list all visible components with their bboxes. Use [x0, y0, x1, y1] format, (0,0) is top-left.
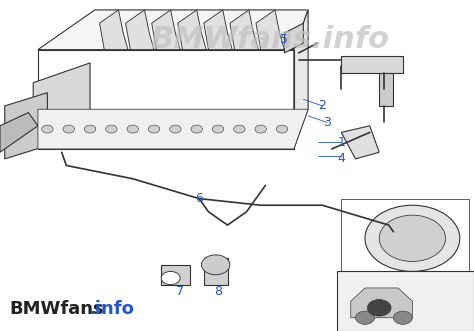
Text: 4: 4: [337, 152, 345, 166]
Text: 8: 8: [214, 285, 222, 298]
FancyBboxPatch shape: [337, 271, 474, 331]
Polygon shape: [341, 126, 379, 159]
Text: 6: 6: [195, 192, 203, 205]
Circle shape: [255, 125, 266, 133]
Polygon shape: [230, 10, 258, 50]
Circle shape: [161, 271, 180, 285]
Polygon shape: [126, 10, 154, 50]
Circle shape: [148, 125, 160, 133]
Text: BMWfans.info: BMWfans.info: [151, 25, 390, 54]
Text: BMWfans: BMWfans: [9, 300, 104, 318]
Circle shape: [367, 300, 391, 316]
Polygon shape: [5, 93, 47, 159]
Circle shape: [63, 125, 74, 133]
Text: 2: 2: [319, 99, 326, 113]
Text: 3: 3: [323, 116, 331, 129]
Circle shape: [42, 125, 53, 133]
Polygon shape: [204, 258, 228, 285]
Polygon shape: [351, 288, 412, 318]
Text: 5: 5: [281, 33, 288, 46]
Circle shape: [191, 125, 202, 133]
Circle shape: [393, 311, 412, 324]
Circle shape: [127, 125, 138, 133]
Polygon shape: [256, 10, 284, 50]
Circle shape: [84, 125, 96, 133]
Polygon shape: [204, 10, 232, 50]
Polygon shape: [294, 10, 308, 149]
Circle shape: [106, 125, 117, 133]
Polygon shape: [38, 109, 308, 149]
Circle shape: [212, 125, 224, 133]
Polygon shape: [38, 10, 308, 50]
Circle shape: [276, 125, 288, 133]
Text: .info: .info: [88, 300, 134, 318]
Polygon shape: [33, 63, 90, 146]
Polygon shape: [341, 56, 403, 73]
Circle shape: [234, 125, 245, 133]
Circle shape: [356, 311, 374, 324]
Circle shape: [170, 125, 181, 133]
Polygon shape: [161, 265, 190, 285]
Circle shape: [201, 255, 230, 275]
Polygon shape: [152, 10, 180, 50]
Text: 1: 1: [337, 136, 345, 149]
Text: 7: 7: [176, 285, 184, 298]
Polygon shape: [0, 113, 38, 152]
Circle shape: [379, 215, 446, 261]
Polygon shape: [379, 73, 393, 106]
Polygon shape: [100, 10, 128, 50]
Polygon shape: [284, 23, 303, 53]
Circle shape: [365, 205, 460, 271]
Polygon shape: [178, 10, 206, 50]
